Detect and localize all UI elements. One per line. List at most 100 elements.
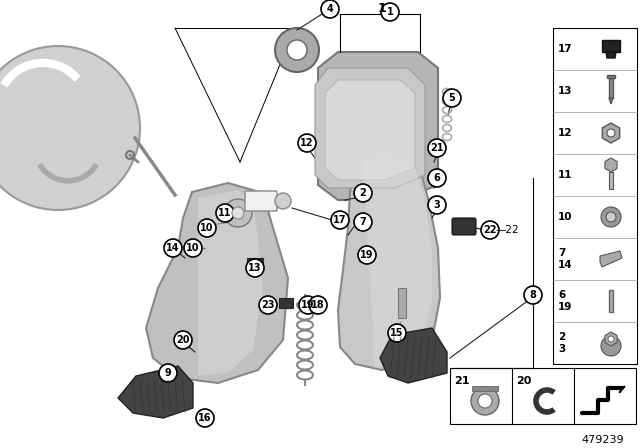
Text: 7: 7: [360, 217, 366, 227]
Circle shape: [287, 40, 307, 60]
Bar: [279, 298, 293, 308]
Text: 10: 10: [200, 223, 214, 233]
Text: 14: 14: [166, 243, 180, 253]
Circle shape: [524, 286, 542, 304]
Circle shape: [184, 239, 202, 257]
FancyBboxPatch shape: [452, 218, 476, 235]
Circle shape: [309, 296, 327, 314]
Polygon shape: [338, 148, 440, 370]
Text: 17: 17: [333, 215, 347, 225]
Text: 9: 9: [164, 368, 172, 378]
Circle shape: [259, 296, 277, 314]
Polygon shape: [398, 288, 406, 318]
Circle shape: [0, 46, 140, 210]
Text: 19: 19: [360, 250, 374, 260]
Polygon shape: [325, 80, 415, 180]
Polygon shape: [605, 332, 617, 346]
Polygon shape: [609, 172, 613, 189]
Circle shape: [481, 221, 499, 239]
Circle shape: [216, 204, 234, 222]
Bar: [450, 368, 636, 424]
Text: 6: 6: [434, 173, 440, 183]
Circle shape: [608, 336, 614, 342]
Bar: [247, 258, 263, 269]
Circle shape: [601, 207, 621, 227]
Text: 23: 23: [261, 300, 275, 310]
Circle shape: [275, 28, 319, 72]
Text: 18: 18: [311, 300, 325, 310]
Polygon shape: [363, 155, 432, 368]
Text: 12: 12: [300, 138, 314, 148]
Text: —22: —22: [495, 225, 518, 235]
Circle shape: [354, 184, 372, 202]
Text: 10: 10: [186, 243, 200, 253]
Circle shape: [471, 387, 499, 415]
Polygon shape: [315, 68, 425, 188]
Circle shape: [299, 296, 317, 314]
Polygon shape: [609, 78, 613, 98]
Text: 19: 19: [301, 300, 315, 310]
Circle shape: [478, 394, 492, 408]
Circle shape: [606, 212, 616, 222]
Text: 12: 12: [558, 128, 573, 138]
Text: 16: 16: [198, 413, 212, 423]
FancyBboxPatch shape: [245, 191, 277, 211]
Polygon shape: [605, 158, 617, 172]
Circle shape: [354, 213, 372, 231]
Polygon shape: [118, 366, 193, 418]
Text: 15: 15: [390, 328, 404, 338]
Circle shape: [428, 139, 446, 157]
Text: 1: 1: [387, 7, 394, 17]
Text: 20: 20: [516, 376, 531, 386]
Text: 2: 2: [360, 188, 366, 198]
Circle shape: [428, 196, 446, 214]
Circle shape: [381, 3, 399, 21]
Polygon shape: [606, 52, 616, 58]
Polygon shape: [380, 328, 447, 383]
Circle shape: [358, 246, 376, 264]
Bar: [553, 28, 637, 364]
Circle shape: [321, 0, 339, 18]
Text: 4: 4: [326, 4, 333, 14]
Text: 17: 17: [558, 44, 573, 54]
Text: 8: 8: [529, 290, 536, 300]
Circle shape: [607, 129, 615, 137]
Circle shape: [331, 211, 349, 229]
Circle shape: [164, 239, 182, 257]
Polygon shape: [146, 183, 288, 383]
Text: 2
3: 2 3: [558, 332, 565, 354]
Circle shape: [601, 336, 621, 356]
Text: 22: 22: [483, 225, 497, 235]
Polygon shape: [198, 190, 263, 376]
Circle shape: [159, 364, 177, 382]
Polygon shape: [602, 123, 620, 143]
Circle shape: [298, 134, 316, 152]
Circle shape: [198, 219, 216, 237]
Text: 7
14: 7 14: [558, 248, 573, 270]
Circle shape: [196, 409, 214, 427]
Circle shape: [428, 169, 446, 187]
Polygon shape: [318, 52, 438, 200]
Circle shape: [246, 259, 264, 277]
Text: 11: 11: [558, 170, 573, 180]
Circle shape: [443, 89, 461, 107]
Bar: [472, 386, 498, 391]
Circle shape: [174, 331, 192, 349]
Text: 11: 11: [218, 208, 232, 218]
Circle shape: [224, 199, 252, 227]
Text: 21: 21: [430, 143, 444, 153]
Text: 3: 3: [434, 200, 440, 210]
Text: 1: 1: [378, 3, 387, 16]
Text: 13: 13: [558, 86, 573, 96]
Text: 21: 21: [454, 376, 470, 386]
Text: 6
19: 6 19: [558, 290, 572, 312]
Text: 5: 5: [449, 93, 456, 103]
Text: 479239: 479239: [582, 435, 624, 445]
Text: 13: 13: [248, 263, 262, 273]
Polygon shape: [602, 40, 620, 52]
Polygon shape: [609, 98, 613, 104]
Circle shape: [232, 207, 244, 219]
Polygon shape: [609, 290, 613, 312]
Text: 20: 20: [176, 335, 189, 345]
Circle shape: [275, 193, 291, 209]
